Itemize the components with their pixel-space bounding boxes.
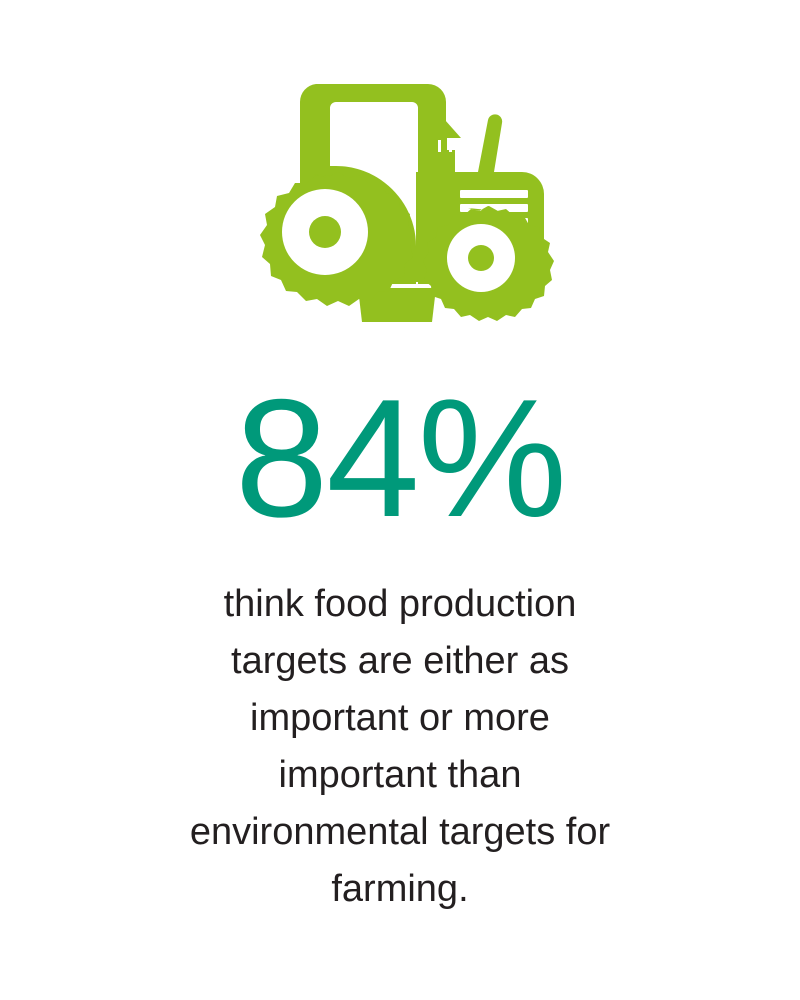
illustration-container — [0, 0, 800, 370]
tractor-rear-wheel — [260, 172, 415, 306]
tractor-icon — [260, 84, 554, 322]
ornament-notch — [438, 140, 441, 152]
ornament-post — [435, 150, 455, 172]
caption-line: think food production — [223, 583, 577, 625]
caption-line: targets are either as — [231, 640, 569, 682]
grille-slat — [460, 190, 528, 198]
stat-container: 84% — [0, 374, 800, 542]
caption-container: think food production targets are either… — [0, 576, 800, 918]
tractor-antenna-ornament — [429, 120, 461, 172]
tractor-front-wheel — [423, 206, 554, 321]
ornament-arrow-icon — [429, 120, 461, 138]
front-hub — [468, 245, 494, 271]
stat-percentage-value: 84% — [234, 364, 567, 552]
ornament-stem — [443, 134, 447, 150]
caption-line: important or more — [250, 697, 550, 739]
tractor-body-group — [260, 84, 554, 322]
caption-line: important than — [278, 754, 522, 796]
ornament-notches — [438, 140, 452, 152]
tractor-exhaust-pipe — [478, 114, 503, 172]
tractor-chassis-step — [358, 288, 436, 322]
rear-hub — [309, 216, 341, 248]
caption-line: environmental targets for — [189, 811, 611, 853]
caption-line: farming. — [331, 868, 469, 910]
ornament-notch — [449, 140, 452, 152]
